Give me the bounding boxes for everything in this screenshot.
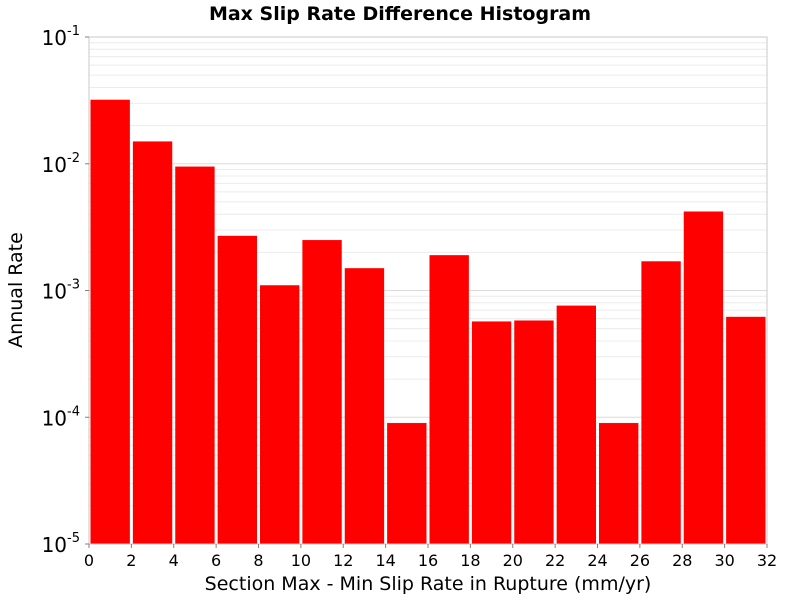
x-tick-label: 26 (630, 551, 650, 570)
x-tick-label: 22 (545, 551, 565, 570)
histogram-bar (260, 285, 300, 544)
x-tick-label: 32 (757, 551, 777, 570)
histogram-bar (387, 423, 427, 544)
y-tick-label: 10-5 (42, 531, 80, 557)
y-axis-label: Annual Rate (5, 232, 27, 348)
histogram-bar (132, 141, 173, 545)
x-axis-label: Section Max - Min Slip Rate in Rupture (… (205, 573, 652, 595)
x-tick-label: 14 (375, 551, 395, 570)
histogram-bar (471, 321, 512, 544)
histogram-bar (429, 255, 469, 545)
histogram-bar (344, 268, 385, 544)
histogram-bar (514, 320, 554, 544)
x-tick-label: 18 (460, 551, 480, 570)
x-tick-label: 2 (126, 551, 136, 570)
histogram-bar (726, 316, 766, 544)
x-tick-label: 8 (253, 551, 263, 570)
chart-title: Max Slip Rate Difference Histogram (209, 3, 591, 25)
x-tick-label: 20 (503, 551, 523, 570)
histogram-bar (556, 305, 596, 544)
y-tick-label: 10-2 (42, 151, 80, 177)
x-tick-label: 12 (333, 551, 353, 570)
histogram-bar (175, 166, 215, 544)
histogram-bar (217, 235, 257, 544)
histogram-bar (641, 261, 681, 544)
y-tick-label: 10-4 (42, 404, 80, 430)
x-tick-label: 10 (291, 551, 311, 570)
histogram-bar (599, 423, 639, 544)
histogram-bar (90, 99, 130, 545)
x-tick-label: 30 (714, 551, 734, 570)
x-tick-label: 16 (418, 551, 438, 570)
x-tick-label: 28 (672, 551, 692, 570)
x-axis-ticks: 0 2 4 6 8 10 12 14 16 18 20 22 24 26 28 30 32 (84, 544, 777, 570)
y-tick-label: 10-1 (42, 24, 80, 50)
x-tick-label: 0 (84, 551, 94, 570)
x-tick-label: 4 (169, 551, 179, 570)
x-tick-label: 24 (587, 551, 607, 570)
histogram-bar (683, 211, 724, 544)
y-tick-label: 10-3 (42, 278, 80, 304)
bars (90, 99, 766, 545)
histogram-bar (302, 240, 342, 545)
y-axis-ticks: 10-5 10-4 10-3 10-2 10-1 (42, 24, 89, 557)
x-tick-label: 6 (211, 551, 221, 570)
